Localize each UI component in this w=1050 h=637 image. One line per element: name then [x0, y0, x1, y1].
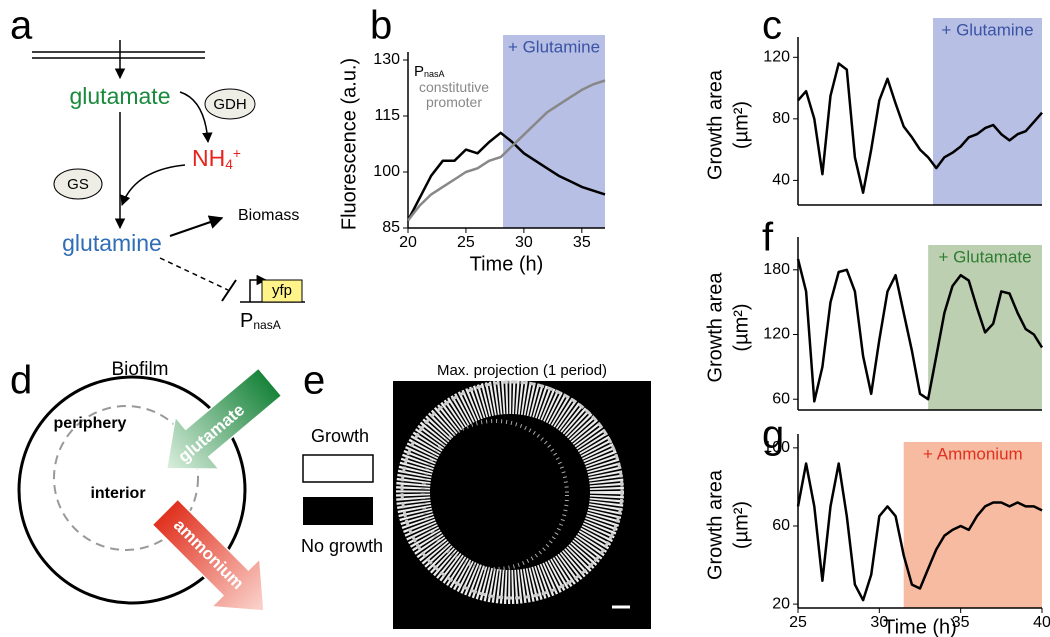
- data-line: [796, 462, 1043, 602]
- growth-ring: [396, 380, 624, 604]
- data-line: [406, 131, 606, 222]
- y-axis-label: Growth area: [704, 469, 726, 580]
- x-tick-label: 30: [870, 614, 888, 631]
- x-tick-label: 20: [399, 234, 417, 251]
- highlight-label: + Glutamine: [941, 20, 1033, 39]
- highlight-region: [928, 245, 1042, 410]
- x-tick-label: 25: [789, 614, 807, 631]
- arrow: [169, 215, 224, 237]
- y-tick-label: 60: [772, 390, 790, 407]
- label: Biomass: [238, 207, 299, 224]
- repression: [159, 257, 229, 291]
- y-tick-label: 20: [772, 595, 790, 612]
- label: interior: [90, 485, 145, 502]
- repression-bar: [221, 279, 237, 302]
- legend-swatch: [302, 454, 374, 483]
- y-axis-label: (µm²): [730, 303, 752, 351]
- x-tick-label: 25: [457, 234, 475, 251]
- y-tick-label: 80: [772, 110, 790, 127]
- legend-swatch: [303, 497, 373, 525]
- gene-box: [261, 279, 303, 303]
- outflow-arrow: [151, 498, 265, 612]
- panel-letter: d: [10, 359, 32, 403]
- legend-entry: PnasA: [414, 63, 445, 80]
- data-line: [797, 62, 1043, 194]
- y-axis-label: Fluorescence (a.u.): [338, 58, 360, 230]
- highlight-label: + Glutamate: [939, 247, 1032, 266]
- y-axis-label: Growth area: [704, 69, 726, 180]
- gene-label: yfp: [272, 282, 292, 299]
- inflow-arrow: [165, 367, 283, 470]
- x-axis-label: Time (h): [883, 616, 957, 637]
- promoter-label: PnasA: [240, 310, 281, 332]
- y-tick-label: 60: [772, 517, 790, 534]
- metabolite: NH4+: [192, 145, 241, 171]
- image-title: Max. projection (1 period): [437, 362, 607, 379]
- highlight-region: [503, 35, 605, 228]
- growth-edge: [400, 380, 624, 600]
- x-tick-label: 35: [573, 234, 591, 251]
- y-tick-label: 40: [772, 172, 790, 189]
- y-tick-label: 85: [382, 219, 400, 236]
- growth-inner: [421, 419, 569, 571]
- highlight-region: [933, 18, 1042, 205]
- arrow: [120, 164, 186, 206]
- panel-letter: g: [762, 413, 784, 457]
- legend-entry: constitutive promoter: [418, 79, 490, 110]
- x-tick-label: 30: [515, 234, 533, 251]
- y-axis-label: (µm²): [730, 501, 752, 549]
- highlight-label: + Glutamine: [508, 37, 600, 56]
- panel-a: a glutamate GDH NH4+ GS glutamine Biomas…: [10, 4, 305, 332]
- highlight-label: + Ammonium: [923, 444, 1023, 463]
- enzyme: [204, 88, 256, 120]
- y-tick-label: 180: [763, 261, 790, 278]
- panel-letter: a: [10, 4, 33, 48]
- y-tick-label: 100: [763, 439, 790, 456]
- enzyme: [53, 168, 103, 200]
- promoter-arrow: [249, 274, 268, 302]
- y-axis-label: Growth area: [704, 272, 726, 383]
- arrow: [179, 91, 213, 144]
- data-line: [796, 258, 1044, 403]
- metabolite: glutamine: [62, 230, 162, 256]
- y-tick-label: 130: [373, 51, 400, 68]
- interior-boundary: [53, 405, 199, 551]
- enzyme-label: GDH: [213, 96, 246, 113]
- y-tick-label: 120: [763, 326, 790, 343]
- micrograph: [393, 381, 651, 629]
- label: periphery: [54, 415, 127, 432]
- metabolite: glutamate: [69, 83, 170, 109]
- y-axis-label: (µm²): [730, 101, 752, 149]
- panel-e: e Max. projection (1 period) Growth No g…: [301, 359, 651, 629]
- panel-letter: f: [762, 216, 774, 260]
- x-axis-label: Time (h): [470, 253, 544, 275]
- y-tick-label: 120: [763, 49, 790, 66]
- legend-label: No growth: [301, 536, 383, 556]
- panel-d: d Biofilm periphery interior glutamate a…: [10, 359, 283, 612]
- x-tick-label: 40: [1033, 614, 1050, 631]
- data-line: [407, 79, 606, 222]
- panel-letter: b: [370, 4, 392, 48]
- y-tick-label: 115: [374, 107, 400, 124]
- enzyme-label: GS: [67, 176, 89, 193]
- y-tick-label: 100: [373, 163, 400, 180]
- label: Biofilm: [111, 359, 168, 380]
- panel-letter: e: [303, 359, 325, 403]
- legend-label: Growth: [311, 426, 369, 446]
- x-tick-label: 35: [952, 614, 970, 631]
- biofilm: [17, 375, 247, 605]
- panel-letter: c: [762, 4, 782, 48]
